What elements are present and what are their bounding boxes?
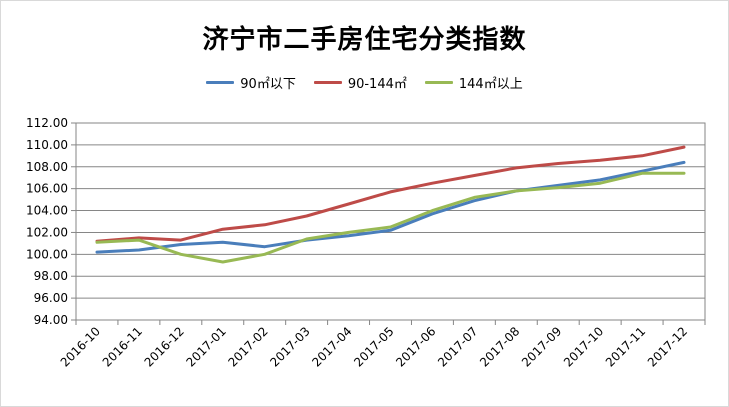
x-tick-label-2: 2016-12 [142,324,187,369]
legend-item-series-1: 90-144㎡ [313,73,407,92]
x-tick-label-11: 2017-09 [519,324,564,369]
y-tick-label-2: 98.00 [34,269,68,283]
x-tick-label-5: 2017-03 [267,324,312,369]
y-tick-label-1: 96.00 [34,291,68,305]
series-line-2 [95,171,686,264]
chart-title: 济宁市二手房住宅分类指数 [202,25,527,55]
y-tick-label-8: 110.00 [26,138,68,152]
x-tick-label-9: 2017-07 [435,324,480,369]
y-tick-label-5: 104.00 [26,204,68,218]
y-tick-label-7: 108.00 [26,160,68,174]
legend-item-series-2: 144㎡以上 [424,73,523,92]
series-line-0 [95,160,686,254]
x-tick-label-6: 2017-04 [309,324,354,369]
legend-swatch-series-1 [313,81,342,84]
y-tick-label-6: 106.00 [26,182,68,196]
legend-item-series-0: 90㎡以下 [206,73,296,92]
x-tick-label-10: 2017-08 [477,324,522,369]
y-tick-label-9: 112.00 [26,116,68,130]
y-tick-label-3: 100.00 [26,247,68,261]
plot-area [75,122,706,321]
legend-swatch-series-0 [206,81,235,84]
x-tick-label-13: 2017-11 [603,324,648,369]
x-tick-label-8: 2017-06 [393,324,438,369]
x-tick-label-0: 2016-10 [58,324,103,369]
y-tick-label-0: 94.00 [34,313,68,327]
x-tick-label-7: 2017-05 [351,324,396,369]
x-tick-label-4: 2017-02 [225,324,270,369]
legend-label-series-2: 144㎡以上 [458,77,523,92]
series-line-1 [95,145,686,243]
x-tick-label-1: 2016-11 [100,324,145,369]
y-tick-label-4: 102.00 [26,225,68,239]
legend-label-series-0: 90㎡以下 [240,77,296,92]
x-tick-label-12: 2017-10 [561,324,606,369]
legend-swatch-series-2 [424,81,453,84]
x-tick-label-3: 2017-01 [184,324,229,369]
legend: 90㎡以下 90-144㎡ 144㎡以上 [1,73,728,92]
legend-label-series-1: 90-144㎡ [347,77,407,92]
x-tick-label-14: 2017-12 [645,324,690,369]
